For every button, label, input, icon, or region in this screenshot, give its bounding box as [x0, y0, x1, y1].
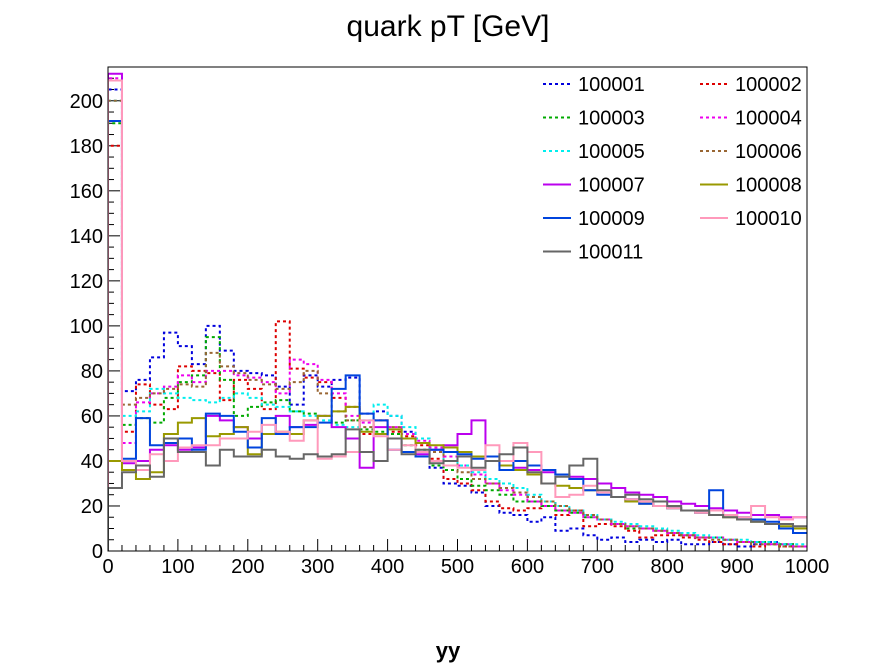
legend-entry-100003: 100003 — [543, 108, 645, 130]
y-tick-label: 20 — [81, 496, 103, 518]
legend-entry-100009: 100009 — [543, 208, 645, 230]
y-tick-label: 200 — [70, 91, 103, 113]
y-tick-label: 120 — [70, 271, 103, 293]
x-tick-label: 800 — [651, 556, 684, 578]
y-tick-label: 40 — [81, 451, 103, 473]
legend-entry-100001: 100001 — [543, 74, 645, 96]
series-layer — [108, 72, 807, 551]
plot-frame — [107, 66, 808, 552]
x-tick-label: 700 — [581, 556, 614, 578]
x-tick-label: 0 — [102, 556, 113, 578]
legend-label: 100006 — [735, 141, 802, 163]
series-line-100004 — [108, 77, 807, 551]
legend-entry-100008: 100008 — [700, 175, 802, 197]
x-tick-label: 900 — [720, 556, 753, 578]
y-tick-label: 0 — [92, 541, 103, 563]
y-tick-label: 180 — [70, 136, 103, 158]
x-tick-label: 100 — [161, 556, 194, 578]
series-line-100001 — [108, 88, 807, 551]
legend-entry-100010: 100010 — [700, 208, 802, 230]
legend-entry-100005: 100005 — [543, 141, 645, 163]
legend-label: 100005 — [578, 141, 645, 163]
legend-entry-100007: 100007 — [543, 175, 645, 197]
legend-label: 100011 — [578, 242, 643, 264]
legend-label: 100002 — [735, 74, 802, 96]
x-tick-label: 1000 — [785, 556, 830, 578]
series-line-100011 — [108, 428, 807, 551]
series-line-100008 — [108, 405, 807, 551]
series-line-100006 — [108, 99, 807, 551]
x-tick-label: 300 — [301, 556, 334, 578]
legend-label: 100008 — [735, 175, 802, 197]
y-tick-label: 80 — [81, 361, 103, 383]
series-line-100003 — [108, 122, 807, 551]
legend-label: 100009 — [578, 208, 645, 230]
legend-label: 100003 — [578, 108, 645, 130]
legend-entry-100002: 100002 — [700, 74, 802, 96]
legend-label: 100007 — [578, 175, 645, 197]
legend-entry-100011: 100011 — [543, 242, 643, 264]
legend-entry-100004: 100004 — [700, 108, 802, 130]
y-tick-label: 160 — [70, 181, 103, 203]
legend: 100001 100002 100003 100004 100005 100006 1000… — [543, 74, 802, 264]
legend-label: 100001 — [578, 74, 645, 96]
chart-title: quark pT [GeV] — [347, 10, 550, 43]
legend-label: 100004 — [735, 108, 802, 130]
x-tick-label: 200 — [231, 556, 264, 578]
series-line-100007 — [108, 72, 807, 551]
x-axis-label: yy — [436, 638, 461, 663]
y-tick-label: 100 — [70, 316, 103, 338]
axes: 0 100 200 300 400 500 600 700 800 900 100002040608… — [70, 66, 830, 578]
y-tick-label: 140 — [70, 226, 103, 248]
y-tick-label: 60 — [81, 406, 103, 428]
x-tick-label: 400 — [371, 556, 404, 578]
series-line-100009 — [108, 120, 807, 551]
series-line-100002 — [108, 144, 807, 551]
x-tick-label: 500 — [441, 556, 474, 578]
legend-entry-100006: 100006 — [700, 141, 802, 163]
x-tick-label: 600 — [511, 556, 544, 578]
legend-label: 100010 — [735, 208, 802, 230]
